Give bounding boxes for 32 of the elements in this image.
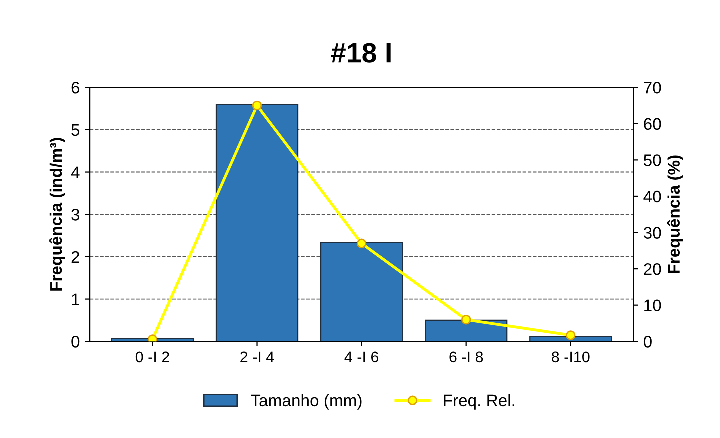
y2-tick-label: 70 — [644, 82, 662, 94]
point — [461, 315, 472, 325]
y2-axis-title: Frequência (%) — [667, 156, 684, 274]
legend-label: Freq. Rel. — [444, 394, 514, 410]
y-tick-label: 2 — [72, 251, 80, 263]
point — [356, 238, 367, 249]
y2-tick-label: 40 — [644, 190, 662, 203]
y-tick-label: 5 — [72, 124, 80, 136]
point — [252, 100, 262, 111]
chart-title: #18 I — [331, 43, 391, 63]
y2-tick-label: 30 — [644, 227, 662, 239]
y2-tick-label: 20 — [644, 263, 662, 276]
y-tick-label: 3 — [72, 209, 80, 221]
y-tick-label: 4 — [71, 166, 80, 178]
x-tick-label: 4 -I 6 — [344, 352, 379, 363]
y2-tick-label: 10 — [644, 300, 662, 312]
y-tick-label: 1 — [72, 294, 80, 306]
y-tick-label: 6 — [72, 82, 80, 94]
bar — [216, 104, 299, 342]
y2-tick-label: 50 — [644, 154, 662, 166]
point — [148, 334, 158, 342]
y2-tick-label: 0 — [644, 336, 652, 348]
x-tick-label: 6 -I 8 — [450, 352, 484, 363]
x-tick-label: 8 -I10 — [552, 352, 590, 363]
x-tick-label: 2 -I 4 — [240, 352, 274, 362]
x-tick-label: 0 -I 2 — [136, 352, 170, 363]
bar — [320, 242, 404, 342]
y2-tick-label: 60 — [644, 118, 662, 130]
y-axis-title: Frequência (ind/m³) — [50, 138, 66, 291]
legend-label: Tamanho (mm) — [251, 394, 362, 410]
y-tick-label: 0 — [72, 336, 80, 348]
point — [566, 330, 576, 340]
